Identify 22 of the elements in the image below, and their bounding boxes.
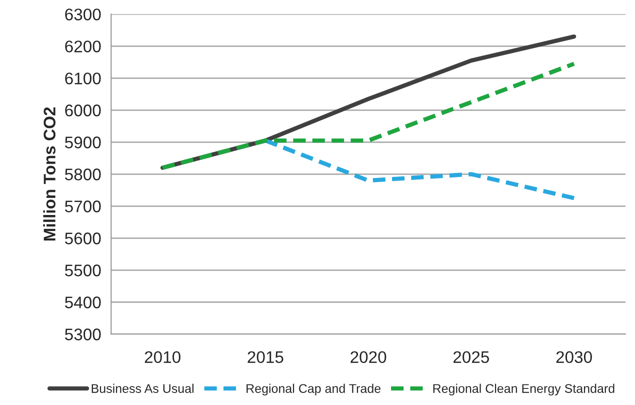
y-tick-label: 5800 xyxy=(64,168,101,180)
x-tick-label: 2030 xyxy=(556,351,592,364)
x-tick-label: 2015 xyxy=(248,351,284,364)
y-tick-label: 5400 xyxy=(64,296,101,308)
y-tick-label: 6100 xyxy=(65,72,101,84)
y-tick-label: 5500 xyxy=(64,264,101,276)
y-tick-label: 5300 xyxy=(64,328,101,340)
x-tick-label: 2010 xyxy=(144,351,180,364)
y-tick-label: 6200 xyxy=(65,40,101,52)
y-tick-label: 5900 xyxy=(64,136,101,148)
x-tick-label: 2025 xyxy=(453,351,490,364)
legend-label: Regional Clean Energy Standard xyxy=(433,384,614,396)
line-series xyxy=(160,62,576,170)
y-axis-title: Million Tons CO2 xyxy=(43,107,56,240)
x-tick-label: 2020 xyxy=(350,351,386,364)
y-tick-label: 6000 xyxy=(65,104,101,116)
line-series xyxy=(263,138,576,200)
y-tick-label: 5700 xyxy=(64,200,101,212)
legend-label: Regional Cap and Trade xyxy=(246,384,381,396)
y-tick-label: 6300 xyxy=(65,8,101,20)
legend-label: Business As Usual xyxy=(92,384,194,393)
y-tick-label: 5600 xyxy=(64,232,101,244)
